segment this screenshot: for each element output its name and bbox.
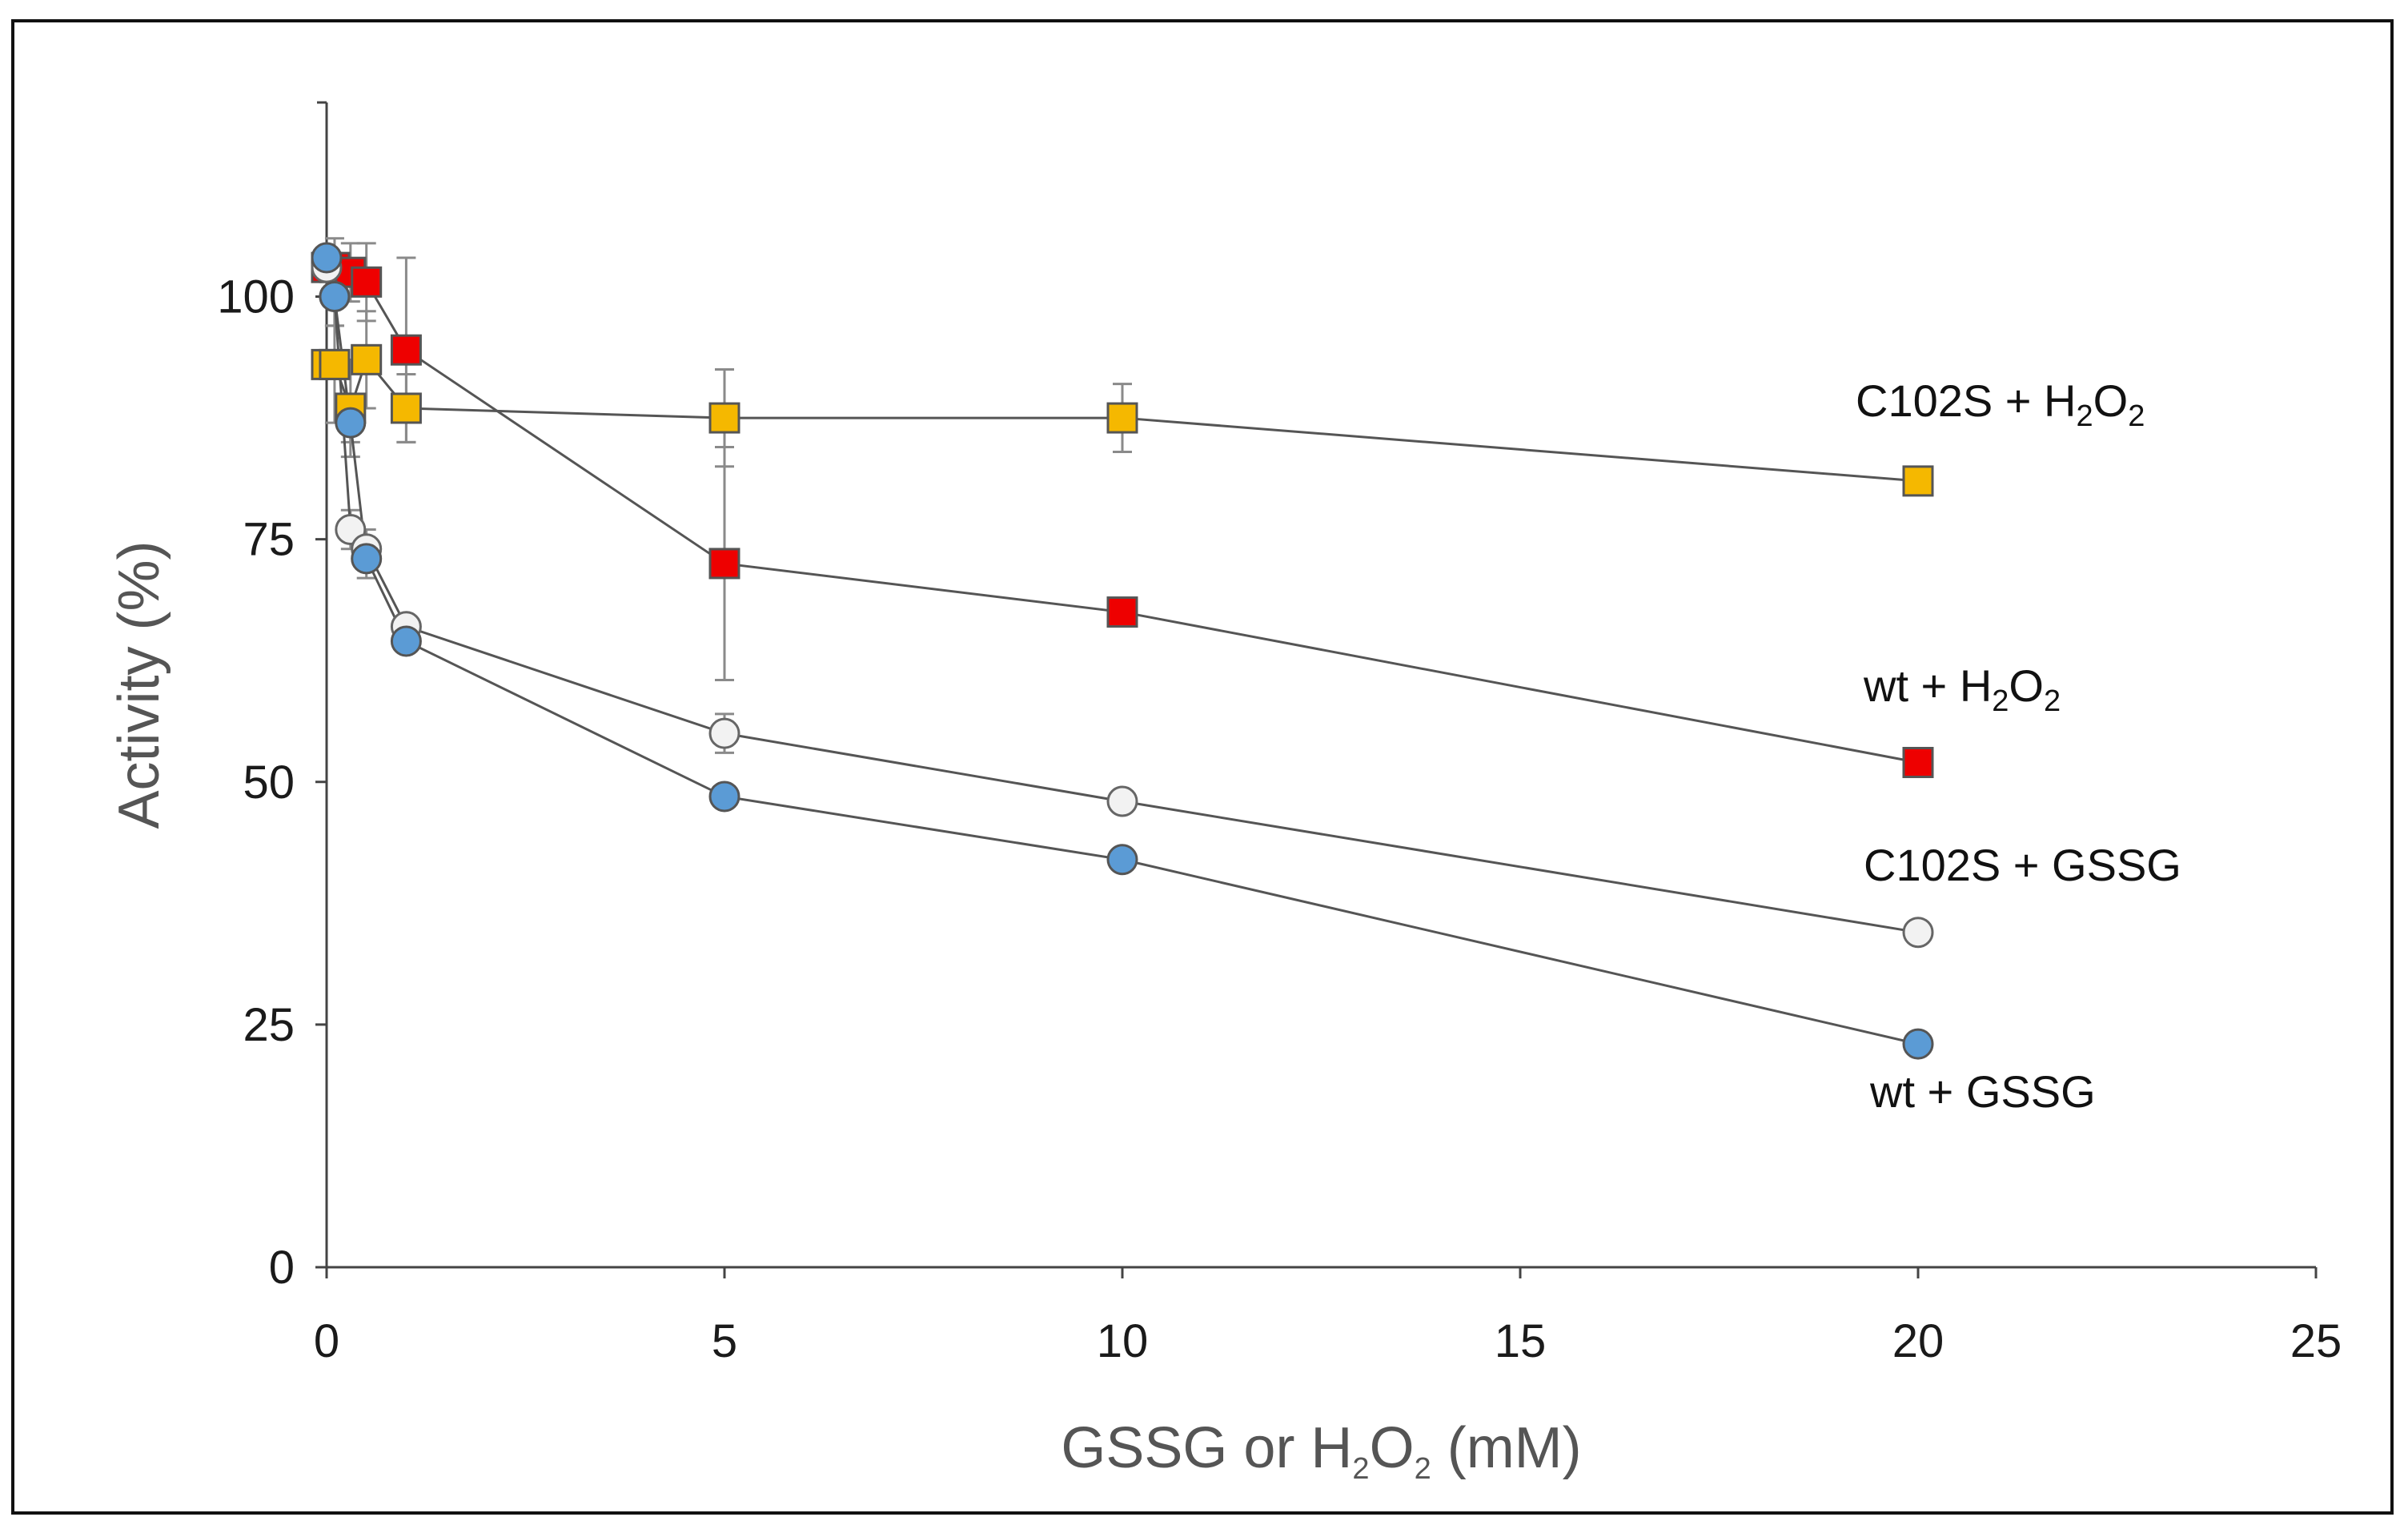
- series-0-point: [1902, 465, 1934, 497]
- x-tick-label: 10: [1097, 1315, 1149, 1367]
- series-1-point: [351, 266, 383, 298]
- series-1-point: [1106, 596, 1138, 628]
- series-0-point: [351, 343, 383, 375]
- activity-chart: 0 25 50 75 100 0 5 10 15 20 25 Activity (%) GSSG or …: [107, 101, 2342, 1486]
- y-tick-label: 100: [217, 271, 295, 323]
- y-tick-label: 50: [243, 756, 295, 809]
- series-2-point: [708, 717, 740, 749]
- series-label-3: wt + GSSG: [1869, 1066, 2096, 1117]
- series-3-line: [325, 257, 1919, 1045]
- x-axis-title: GSSG or H2O2 (mM): [1061, 1416, 1581, 1486]
- series-label-1: wt + H2O2: [1863, 660, 2061, 718]
- x-tick-label: 25: [2290, 1315, 2342, 1367]
- series-label-2: C102S + GSSG: [1864, 840, 2181, 890]
- series-3-point: [1106, 844, 1138, 876]
- y-tick-label: 75: [243, 514, 295, 566]
- series-3-point: [1902, 1028, 1934, 1060]
- series-3-point: [708, 781, 740, 813]
- series-lines: [325, 257, 1919, 1045]
- series-0-point: [390, 392, 422, 424]
- axes: 0 25 50 75 100 0 5 10 15 20 25 Activity (%) GSSG or …: [107, 101, 2342, 1486]
- series-1-point: [708, 548, 740, 580]
- series-3-point: [335, 407, 367, 439]
- series-1-point: [390, 334, 422, 366]
- chart-frame: 0 25 50 75 100 0 5 10 15 20 25 Activity (%) GSSG or …: [11, 19, 2394, 1515]
- series-3-point: [351, 543, 383, 575]
- x-tick-label: 0: [314, 1315, 339, 1367]
- y-tick-label: 0: [269, 1242, 295, 1294]
- y-tick-label: 25: [243, 999, 295, 1051]
- x-tick-label: 20: [1892, 1315, 1944, 1367]
- y-axis-title: Activity (%): [107, 541, 171, 829]
- series-0-point: [1106, 402, 1138, 434]
- series-labels: C102S + H2O2 wt + H2O2 C102S + GSSG wt + GS…: [1856, 375, 2181, 1117]
- series-1-line: [327, 266, 1919, 764]
- series-1-point: [1902, 747, 1934, 778]
- series-2-line: [325, 267, 1919, 934]
- series-markers: [311, 242, 1934, 1060]
- x-tick-label: 15: [1495, 1315, 1547, 1367]
- series-2-point: [1902, 917, 1934, 949]
- series-2-point: [1106, 785, 1138, 817]
- series-0-point: [708, 402, 740, 434]
- series-0-point: [319, 348, 351, 380]
- series-3-point: [390, 625, 422, 657]
- series-3-point: [311, 242, 343, 274]
- series-label-0: C102S + H2O2: [1856, 375, 2145, 433]
- series-3-point: [319, 281, 351, 312]
- x-tick-label: 5: [712, 1315, 737, 1367]
- error-bars: [324, 237, 1132, 754]
